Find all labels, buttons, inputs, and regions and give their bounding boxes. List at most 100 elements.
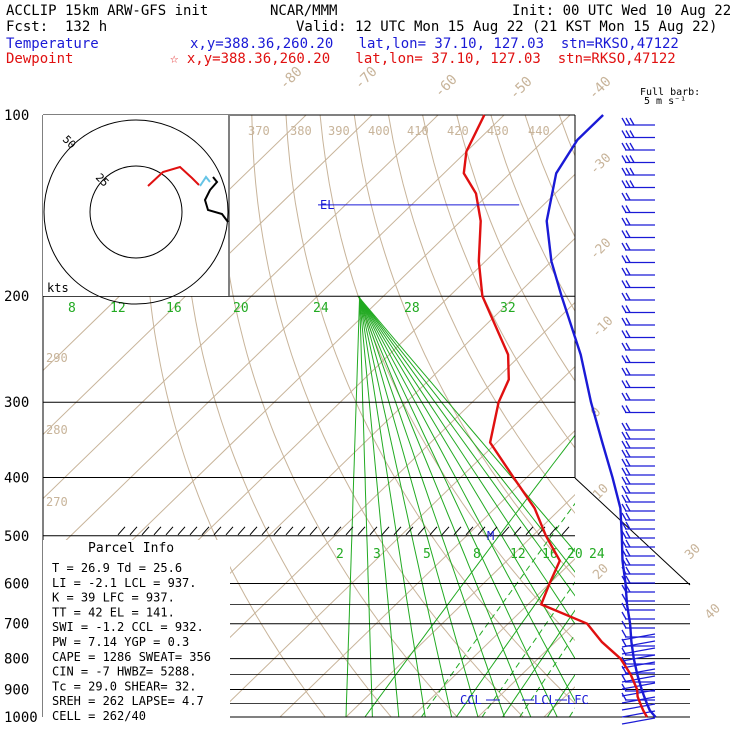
wind-barb-feather (625, 355, 631, 363)
moist-adiabat-line (358, 296, 479, 717)
wind-barb-feather (625, 485, 631, 494)
dry-adiabat-line (422, 115, 575, 449)
wind-barb-feather (625, 230, 631, 238)
dry-adiabat-line (696, 115, 740, 717)
wind-barb-feather (625, 367, 631, 376)
valid-time: Valid: 12 UTC Mon 15 Aug 22 (21 KST Mon … (296, 19, 718, 35)
dry-adiabat-line (490, 115, 575, 312)
wind-barb-feather (625, 405, 631, 413)
hatch-mark (465, 526, 474, 536)
temperature-location: x,y=388.36,260.20 lat,lon= 37.10, 127.03… (190, 36, 679, 52)
pressure-label: 900 (4, 682, 29, 698)
theta-label: 390 (328, 124, 350, 138)
wind-barb-feather (621, 267, 627, 276)
wind-barb-feather (621, 317, 627, 326)
right-axis-skew (574, 477, 691, 586)
wind-barb-feather (621, 280, 627, 288)
moist-adiabat-line (358, 295, 558, 717)
wind-barb-feather (629, 155, 635, 163)
mixing-ratio-label-top: 20 (233, 301, 249, 316)
moist-adiabat-line (358, 296, 453, 717)
hatch-mark (405, 526, 414, 536)
theta-label: 370 (248, 124, 270, 138)
hatch-mark (261, 526, 270, 536)
isotherm-line (213, 365, 575, 717)
forecast-hour: Fcst: 132 h (6, 19, 108, 35)
el-label: EL (320, 198, 334, 212)
wind-barb-feather (625, 503, 631, 512)
theta-label: 410 (407, 124, 429, 138)
hatch-mark (513, 526, 522, 536)
hatch-mark (237, 526, 246, 536)
barb-legend-line1: Full barb: (640, 87, 700, 98)
wind-barb-feather (621, 485, 627, 494)
isotherm-line (279, 429, 575, 717)
wind-barb-feather (625, 180, 631, 188)
wind-barb-feather (621, 405, 627, 413)
wind-barb-feather (621, 167, 627, 176)
dewpoint-location: ☆ x,y=388.36,260.20 lat,lon= 37.10, 127.… (170, 51, 676, 67)
wind-barb-feather (621, 440, 627, 449)
hatch-mark (489, 526, 498, 536)
hatch-mark (333, 526, 342, 536)
wind-barb-feather (621, 355, 627, 363)
wind-barb-feather (621, 593, 627, 602)
hatch-mark (501, 526, 510, 536)
wind-barb-low (621, 647, 656, 655)
moist-adiabat-line (357, 295, 575, 597)
mixing-ratio-label-top: 32 (500, 301, 516, 316)
wind-barb-feather (621, 180, 627, 188)
hatch-mark (129, 526, 138, 536)
parcel-row: PW = 7.14 YGP = 0.3 (52, 635, 189, 649)
dewpoint-legend: Dewpoint (6, 51, 74, 67)
lcl-label: LCL (534, 693, 556, 707)
mixing-ratio-label-top: 16 (166, 301, 182, 316)
hatch-mark (393, 526, 402, 536)
wind-barb-low (621, 654, 656, 662)
mixing-ratio-label-top: 8 (68, 301, 76, 316)
isotherm-line (543, 686, 575, 717)
wind-barb-feather (621, 117, 627, 126)
wind-barb-low (621, 661, 656, 669)
parcel-row: T = 26.9 Td = 25.6 (52, 561, 182, 575)
hatch-mark (345, 526, 354, 536)
m-label: M (487, 529, 494, 543)
wind-barb-feather (625, 449, 631, 458)
theta-label: 440 (528, 124, 550, 138)
wind-barb-feather (625, 167, 631, 176)
parcel-info-box: Parcel Info T = 26.9 Td = 25.6LI = -2.1 L… (43, 540, 230, 723)
isotherm-line (43, 115, 439, 500)
wind-barb-low (621, 710, 656, 718)
hatch-mark (177, 526, 186, 536)
isotherm-side-label: 30 (682, 541, 704, 563)
theta-label: 430 (487, 124, 509, 138)
dewpoint-trace (462, 114, 649, 718)
wind-barb-feather (621, 494, 627, 503)
wind-barb-feather (621, 255, 627, 263)
moist-adiabat-line (359, 296, 373, 717)
hatch-mark (417, 526, 426, 536)
wind-barb-feather (625, 476, 631, 485)
hatch-mark (117, 526, 126, 536)
mixing-ratio-line (641, 296, 740, 717)
wind-barb-feather (621, 305, 627, 313)
mixing-ratio-label-top: 24 (313, 301, 329, 316)
isotherm-line (147, 301, 575, 717)
moist-adiabat-line (358, 296, 532, 717)
wind-barb-feather (625, 292, 631, 301)
isotherm-side-label: 40 (702, 601, 724, 623)
wind-barb-feather (621, 611, 627, 620)
wind-barb-feather (621, 449, 627, 458)
pressure-label: 600 (4, 576, 29, 592)
mixing-ratio-label-low: 12 (510, 547, 526, 562)
wind-barb-low (621, 668, 656, 676)
wind-barb-feather (621, 431, 627, 440)
wind-barb-feather (625, 380, 631, 388)
theta-label: 290 (46, 351, 68, 365)
wind-barb-feather (621, 629, 627, 638)
pressure-label: 1000 (4, 710, 38, 726)
parcel-row: K = 39 LFC = 937. (52, 591, 175, 605)
parcel-row: CELL = 262/40 (52, 709, 146, 723)
